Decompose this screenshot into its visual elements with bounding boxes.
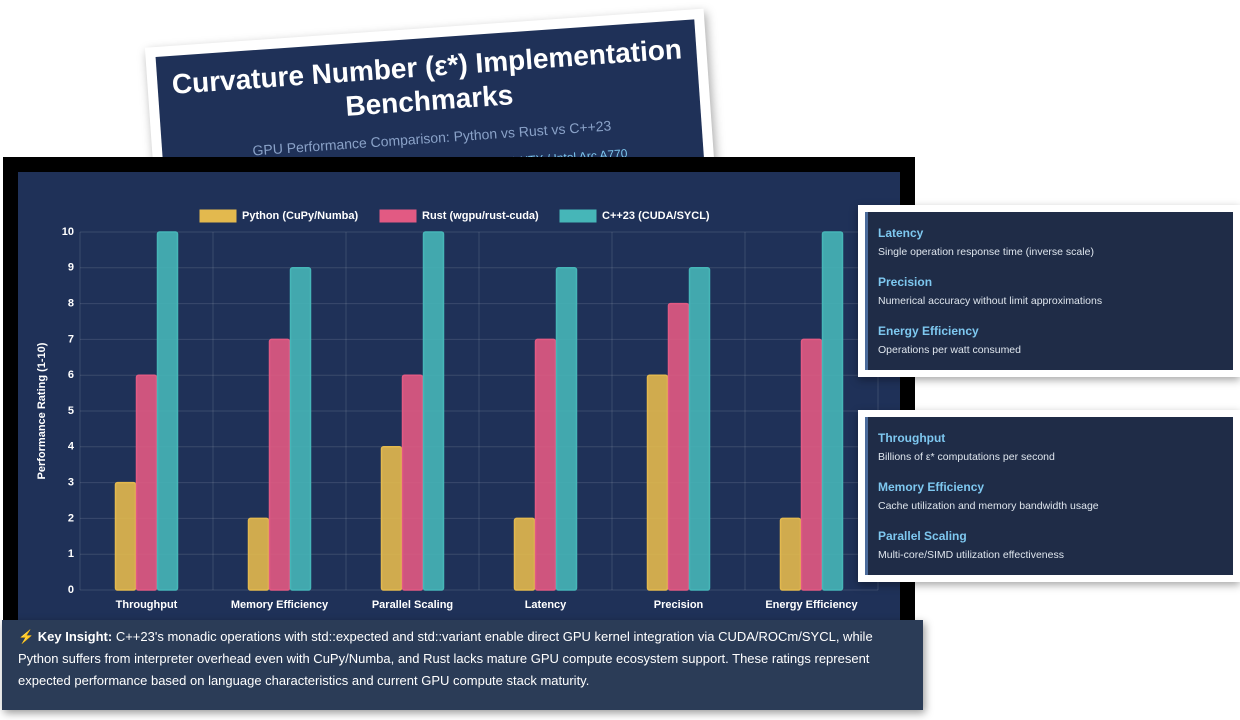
x-tick-label: Precision xyxy=(654,599,704,611)
metric-title: Precision xyxy=(878,274,933,289)
metric-item: Latency Single operation response time (i… xyxy=(878,226,1223,258)
metric-title: Memory Efficiency xyxy=(878,479,985,494)
bar xyxy=(289,267,312,591)
legend-swatch xyxy=(559,209,597,223)
legend-label: Rust (wgpu/rust-cuda) xyxy=(422,210,539,222)
bar xyxy=(534,338,557,591)
bar xyxy=(513,517,536,591)
metric-title: Energy Efficiency xyxy=(878,323,979,338)
metric-card: Latency Single operation response time (i… xyxy=(858,205,1240,377)
insight-label: ⚡ Key Insight: xyxy=(18,629,113,644)
metric-title: Parallel Scaling xyxy=(878,528,967,543)
metric-desc: Cache utilization and memory bandwidth u… xyxy=(878,499,1099,512)
metric-item: Precision Numerical accuracy without limi… xyxy=(878,275,1223,307)
bar xyxy=(779,517,802,591)
bar xyxy=(800,338,823,591)
y-tick-label: 3 xyxy=(68,477,74,489)
y-tick-label: 9 xyxy=(68,262,74,274)
y-axis-label: Performance Rating (1-10) xyxy=(36,342,48,479)
metric-title: Throughput xyxy=(878,431,946,446)
y-tick-label: 8 xyxy=(68,298,74,310)
y-tick-label: 1 xyxy=(68,548,74,560)
x-tick-label: Latency xyxy=(525,599,567,611)
y-tick-label: 0 xyxy=(68,584,74,596)
bar xyxy=(422,231,445,591)
bar xyxy=(156,231,179,591)
bar xyxy=(380,446,403,591)
x-tick-label: Parallel Scaling xyxy=(372,599,453,611)
legend-label: C++23 (CUDA/SYCL) xyxy=(602,210,710,222)
metric-item: Energy Efficiency Operations per watt con… xyxy=(878,324,1223,356)
bar xyxy=(555,267,578,591)
legend-swatch xyxy=(199,209,237,223)
bar xyxy=(401,374,424,591)
chart: Performance Rating (1-10) 0 1 2 3 4 5 6 7 8 9 10 Py… xyxy=(18,172,900,620)
metric-item: Parallel Scaling Multi-core/SIMD utilizat… xyxy=(878,529,1223,561)
metric-desc: Single operation response time (inverse … xyxy=(878,246,1094,259)
y-tick-label: 4 xyxy=(68,441,75,453)
metric-desc: Multi-core/SIMD utilization effectivenes… xyxy=(878,548,1064,561)
x-tick-label: Energy Efficiency xyxy=(765,599,858,611)
metric-desc: Operations per watt consumed xyxy=(878,343,1021,356)
metric-card: Throughput Billions of ε* computations pe… xyxy=(858,410,1240,582)
x-tick-label: Throughput xyxy=(116,599,178,611)
y-tick-label: 2 xyxy=(68,512,74,524)
bar xyxy=(268,338,291,591)
x-tick-label: Memory Efficiency xyxy=(231,599,329,611)
bar xyxy=(135,374,158,591)
bar xyxy=(688,267,711,591)
bar xyxy=(247,517,270,591)
bar xyxy=(667,302,690,591)
y-tick-label: 6 xyxy=(68,369,74,381)
card-body: Throughput Billions of ε* computations pe… xyxy=(865,417,1233,575)
metric-title: Latency xyxy=(878,226,924,241)
bar xyxy=(114,481,137,591)
card-body: Latency Single operation response time (i… xyxy=(865,212,1233,370)
bar xyxy=(821,231,844,591)
bar xyxy=(646,374,669,591)
insight-box: ⚡ Key Insight: C++23's monadic operation… xyxy=(2,620,923,710)
legend-label: Python (CuPy/Numba) xyxy=(242,210,358,222)
y-tick-label: 10 xyxy=(62,226,74,238)
insight-text: C++23's monadic operations with std::exp… xyxy=(18,629,873,688)
metric-desc: Billions of ε* computations per second xyxy=(878,451,1055,464)
metric-item: Throughput Billions of ε* computations pe… xyxy=(878,431,1223,463)
metric-desc: Numerical accuracy without limit approxi… xyxy=(878,294,1103,307)
y-tick-label: 7 xyxy=(68,333,74,345)
y-tick-label: 5 xyxy=(68,405,74,417)
legend-swatch xyxy=(379,209,417,223)
metric-item: Memory Efficiency Cache utilization and m… xyxy=(878,480,1223,512)
